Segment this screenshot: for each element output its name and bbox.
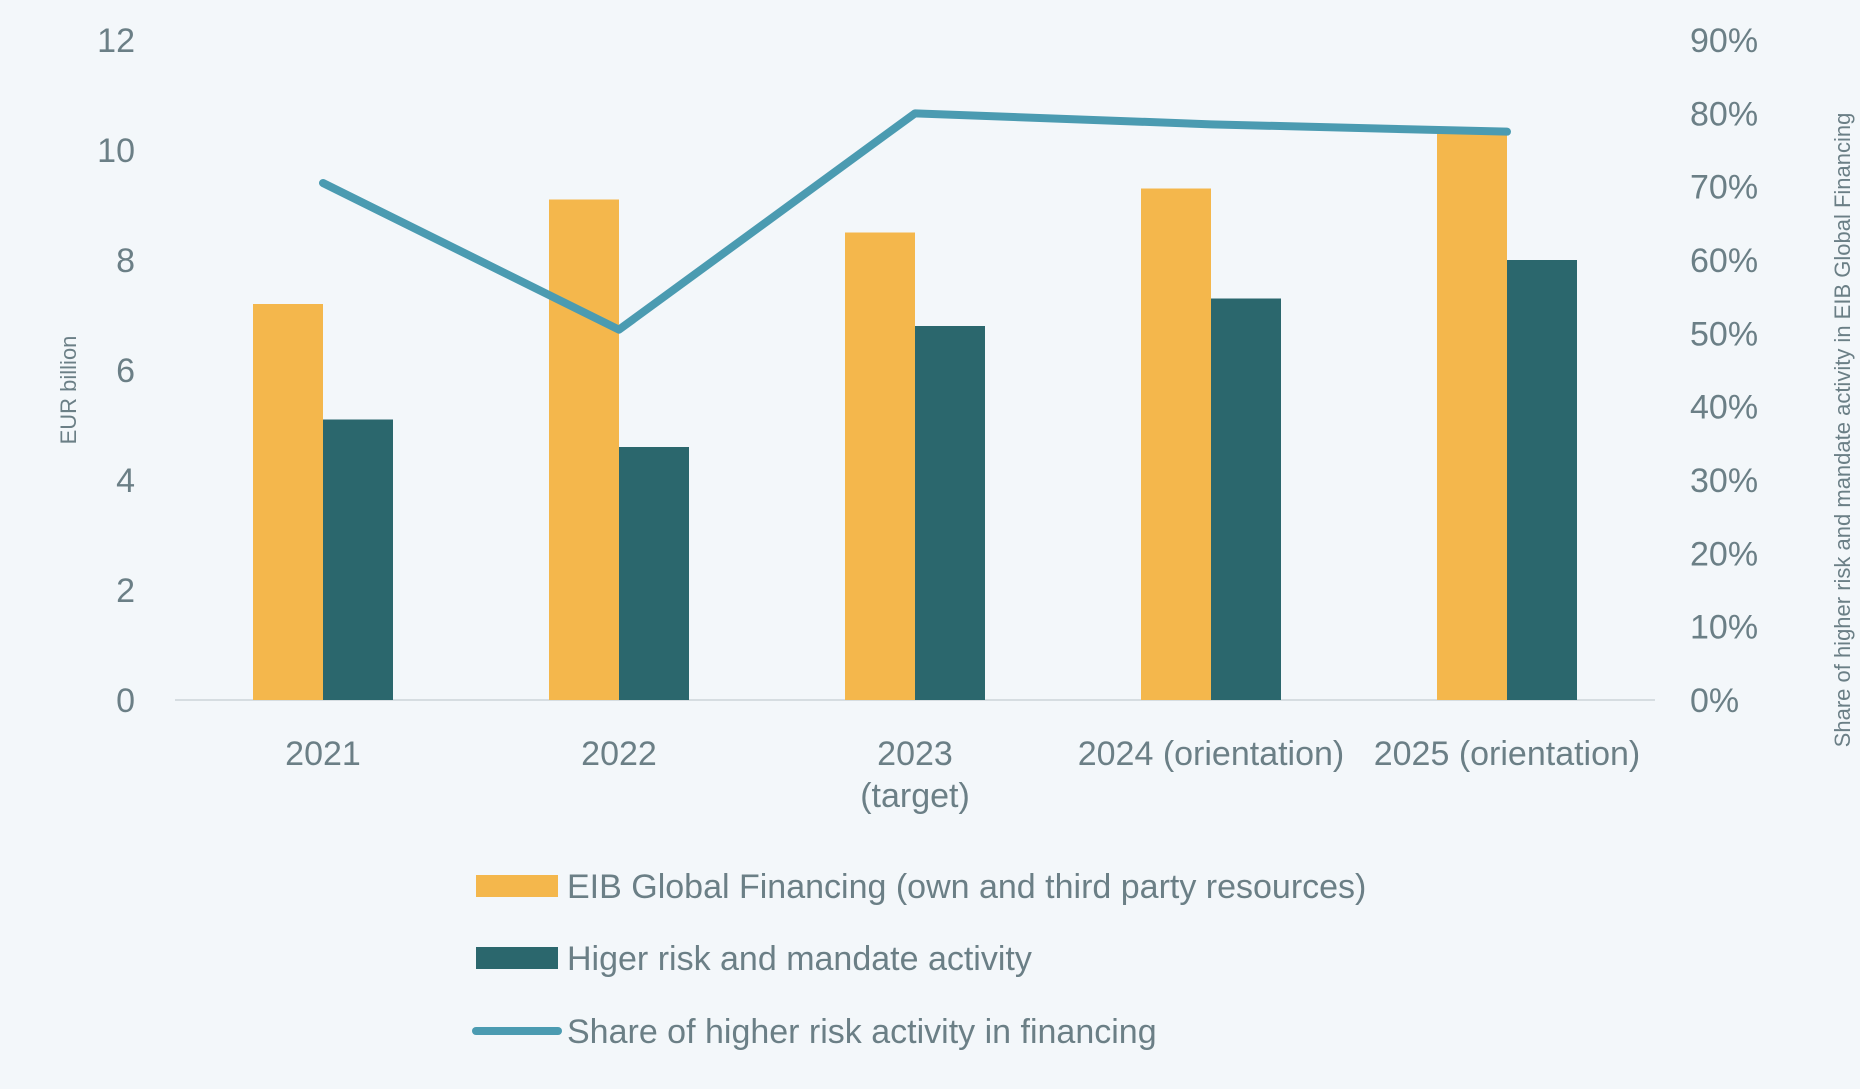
y2-axis-ticks: 0% 10% 20% 30% 40% 50% 60% 70% 80% 90% [1690,22,1758,720]
y2-tick-label: 40% [1690,389,1758,427]
y2-tick-label: 30% [1690,462,1758,500]
bar-higher-risk [915,326,985,700]
y-axis-title: EUR billion [56,336,81,445]
y-tick-label: 6 [116,352,135,390]
line-series [319,109,1511,334]
bar-financing [549,199,619,700]
y2-tick-label: 0% [1690,682,1739,720]
line-share-higher-risk [319,109,1511,334]
y2-tick-label: 60% [1690,242,1758,280]
bar-financing [1437,133,1507,700]
bar-financing [1141,188,1211,700]
y2-tick-label: 10% [1690,609,1758,647]
y2-tick-label: 80% [1690,95,1758,133]
bar-financing [845,232,915,700]
bars [253,133,1577,700]
y2-tick-label: 20% [1690,535,1758,573]
y-axis-ticks: 0 2 4 6 8 10 12 [97,22,135,720]
y-tick-label: 12 [97,22,135,60]
y2-tick-label: 70% [1690,169,1758,207]
y-tick-label: 10 [97,132,135,170]
y2-axis-title: Share of higher risk and mandate activit… [1830,113,1855,748]
x-tick-label: 2022 [581,735,657,773]
bar-financing [253,304,323,700]
y2-tick-label: 90% [1690,22,1758,60]
y-tick-label: 2 [116,572,135,610]
bar-higher-risk [323,419,393,700]
bar-higher-risk [1507,260,1577,700]
legend-label-financing: EIB Global Financing (own and third part… [567,868,1366,906]
bar-higher-risk [1211,298,1281,700]
y-tick-label: 4 [116,462,135,500]
legend-swatch-financing [476,875,558,897]
bar-higher-risk [619,447,689,700]
x-tick-label: 2024 (orientation) [1078,735,1345,773]
legend: EIB Global Financing (own and third part… [472,868,1366,1051]
y2-tick-label: 50% [1690,315,1758,353]
x-axis-ticks: 2021 2022 2023 (target) 2024 (orientation) 20… [285,735,1640,815]
x-tick-label: 2023 (target) [860,735,970,815]
x-tick-label: 2021 [285,735,361,773]
x-tick-label: 2025 (orientation) [1374,735,1641,773]
legend-swatch-higher-risk [476,947,558,969]
y-tick-label: 0 [116,682,135,720]
y-tick-label: 8 [116,242,135,280]
legend-label-higher-risk: Higer risk and mandate activity [567,940,1032,978]
legend-label-share: Share of higher risk activity in financi… [567,1013,1157,1051]
